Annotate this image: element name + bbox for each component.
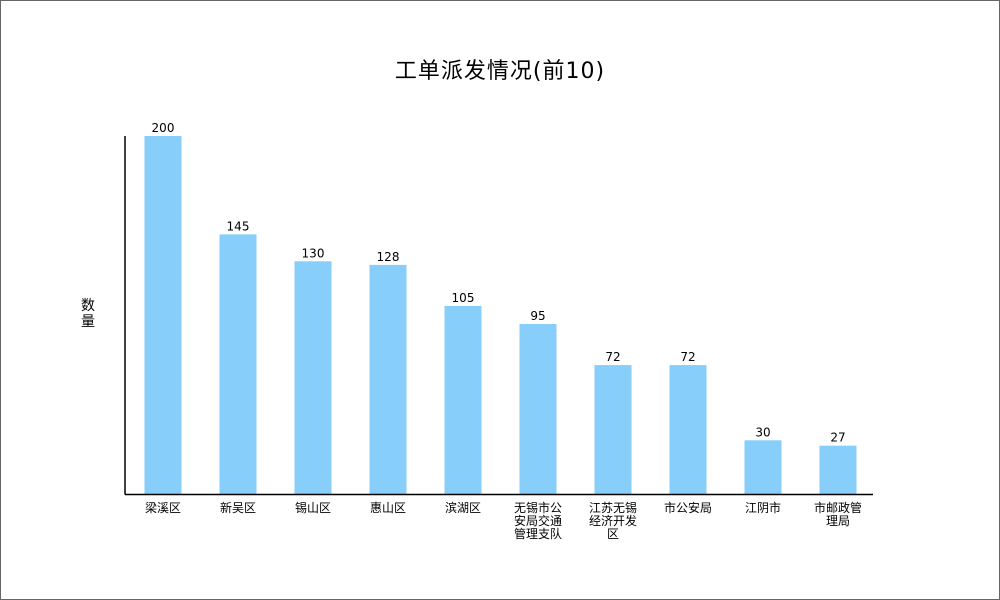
bar-value-label: 27 — [830, 431, 845, 445]
bar-value-label: 30 — [755, 425, 770, 439]
category-label-line: 江苏无锡 — [589, 500, 637, 515]
category-label-line: 新吴区 — [220, 500, 256, 515]
category-label: 梁溪区 — [145, 500, 181, 515]
y-axis-label: 数量 — [81, 298, 95, 330]
category-label: 惠山区 — [370, 501, 406, 515]
bar-value-label: 72 — [680, 350, 695, 364]
category-label-line: 区 — [607, 527, 619, 541]
bar — [294, 261, 332, 494]
bar-value-label: 145 — [227, 219, 250, 233]
y-axis-label-char: 数 — [81, 298, 95, 314]
category-label-line: 锡山区 — [295, 500, 331, 515]
category-label: 江阴市 — [745, 500, 781, 515]
bar — [444, 306, 482, 494]
category-label: 无锡市公安局交通管理支队 — [514, 500, 562, 541]
bar-value-label: 130 — [302, 246, 325, 260]
bar-value-label: 128 — [377, 250, 400, 264]
bar-value-label: 200 — [152, 121, 175, 135]
value-labels-group: 200 145 130 128 105 95 72 72 30 27 — [152, 121, 846, 445]
bars-group — [144, 136, 857, 494]
category-label-line: 经济开发 — [589, 513, 637, 528]
bar — [144, 136, 182, 494]
category-labels-group: 梁溪区 新吴区 锡山区 惠山区 滨湖区 无锡市公安局交通管理支队江苏无锡经济开发区市公安局… — [145, 500, 862, 541]
bar-value-label: 95 — [530, 309, 545, 323]
bar — [819, 445, 857, 494]
bar — [594, 365, 632, 494]
category-label: 滨湖区 — [445, 500, 481, 515]
category-label: 市邮政管理局 — [814, 500, 862, 528]
category-label-line: 无锡市公 — [514, 500, 562, 515]
y-axis-label-char: 量 — [81, 314, 95, 330]
category-label-line: 滨湖区 — [445, 500, 481, 515]
bar — [519, 324, 557, 494]
category-label-line: 市公安局 — [664, 500, 712, 515]
category-label: 新吴区 — [220, 500, 256, 515]
category-label-line: 安局交通 — [514, 513, 562, 528]
bar — [669, 365, 707, 494]
category-label: 江苏无锡经济开发区 — [589, 500, 637, 541]
category-label-line: 理局 — [826, 514, 850, 528]
bar — [369, 264, 407, 494]
bar — [744, 440, 782, 494]
bar-value-label: 72 — [605, 350, 620, 364]
category-label-line: 管理支队 — [514, 526, 562, 541]
bar-value-label: 105 — [452, 291, 475, 305]
category-label: 市公安局 — [664, 500, 712, 515]
category-label-line: 惠山区 — [370, 501, 406, 515]
category-label-line: 江阴市 — [745, 500, 781, 515]
bar — [219, 234, 257, 494]
category-label: 锡山区 — [295, 500, 331, 515]
category-label-line: 梁溪区 — [145, 500, 181, 515]
category-label-line: 市邮政管 — [814, 500, 862, 515]
chart-title: 工单派发情况(前10) — [395, 59, 605, 84]
